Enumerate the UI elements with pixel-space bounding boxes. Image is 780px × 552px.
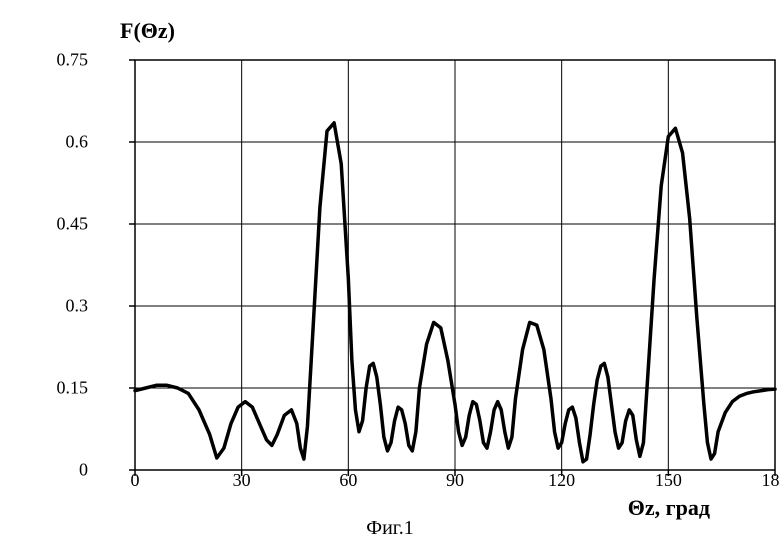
chart-svg <box>40 10 780 480</box>
x-tick-label: 60 <box>339 470 357 491</box>
y-tick-label: 0.45 <box>38 214 88 235</box>
x-axis-title: Θz, град <box>628 495 710 521</box>
x-tick-label: 90 <box>446 470 464 491</box>
x-tick-label: 150 <box>655 470 682 491</box>
y-tick-label: 0.75 <box>38 50 88 71</box>
chart-container: F(Θz) Θz, град <box>40 10 760 500</box>
x-tick-label: 180 <box>762 470 780 491</box>
x-tick-label: 0 <box>131 470 140 491</box>
y-tick-label: 0 <box>38 460 88 481</box>
figure-caption: Фиг.1 <box>366 517 413 540</box>
y-tick-label: 0.15 <box>38 378 88 399</box>
x-tick-label: 30 <box>233 470 251 491</box>
y-tick-label: 0.6 <box>38 132 88 153</box>
y-tick-label: 0.3 <box>38 296 88 317</box>
y-axis-title: F(Θz) <box>120 18 175 44</box>
x-tick-label: 120 <box>548 470 575 491</box>
